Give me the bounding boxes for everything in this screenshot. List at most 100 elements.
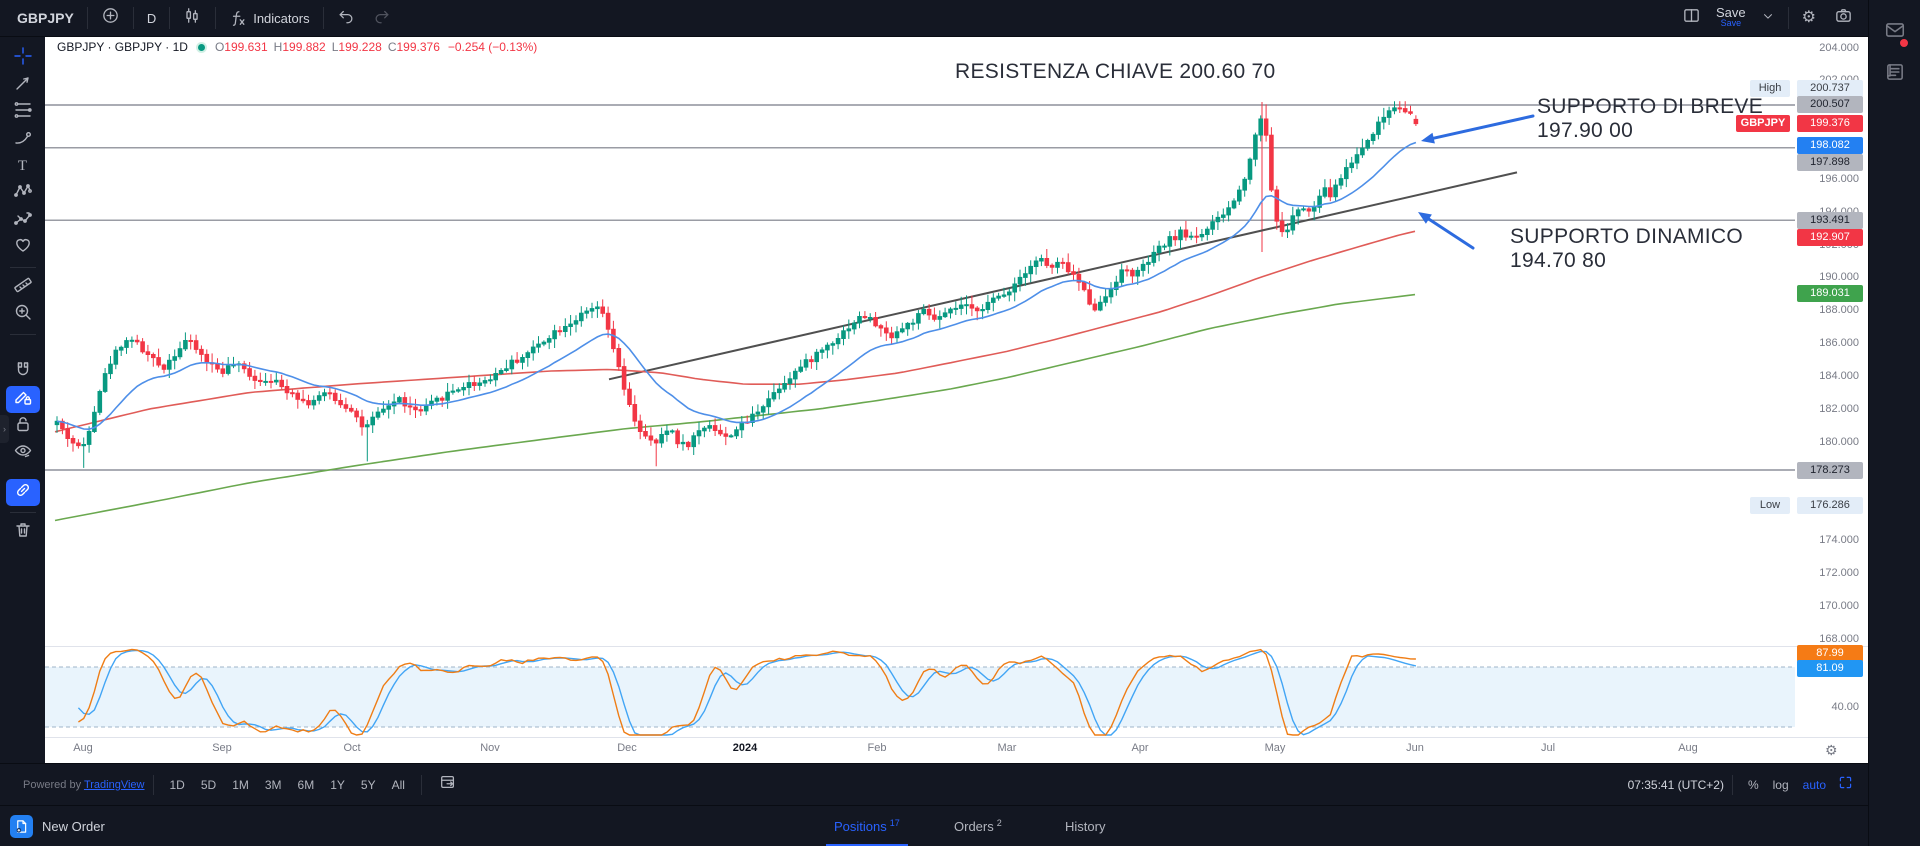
price-label: 81.09 [1797,659,1863,677]
range-button-6m[interactable]: 6M [297,777,315,792]
symbol-button[interactable]: GBPJPY [17,10,74,26]
toolbar-divider [9,512,36,513]
tab-label: Positions [834,819,887,834]
price-tick: 172.000 [1819,567,1859,579]
fib-tool-button[interactable] [6,99,40,126]
range-button-5y[interactable]: 5Y [360,777,376,792]
locked-drawing-mode-button[interactable] [5,386,40,413]
price-label: 176.286 [1797,496,1863,514]
trendline-tool-button[interactable] [6,72,40,99]
tab-label: Orders [954,819,994,834]
chart-type-button[interactable] [174,4,211,32]
annotation-support-dynamic[interactable]: SUPPORTO DINAMICO 194.70 80 [1510,225,1743,273]
magnet-tool-button[interactable] [6,359,40,386]
trendline[interactable] [608,171,1518,381]
indicators-button[interactable]: Indicators [220,4,318,32]
pattern-tool-button[interactable] [6,180,40,207]
text-tool-button[interactable]: T [6,153,40,180]
layout-button[interactable] [1673,4,1710,32]
axis-settings-icon[interactable]: ⚙ [1825,742,1838,758]
range-button-1d[interactable]: 1D [169,777,185,792]
support-resistance-lines[interactable] [45,104,1795,471]
settings-button[interactable]: ⚙ [1793,4,1825,32]
ohlc-low-label: L [331,40,339,54]
powered-by-label: Powered by [23,778,82,791]
price-label: 200.737 [1797,79,1863,97]
tradingview-link[interactable]: TradingView [83,778,145,791]
compare-button[interactable] [92,4,129,32]
price-label-prefix: High [1750,79,1790,97]
save-button[interactable]: Save Save [1710,6,1752,29]
tab-count-badge: 2 [996,817,1002,828]
new-order-icon [10,814,33,838]
range-button-5d[interactable]: 5D [200,777,217,792]
range-button-3m[interactable]: 3M [264,777,282,792]
sync-drawings-button[interactable] [5,479,40,506]
redo-button[interactable] [364,4,400,32]
tab-count-badge: 17 [889,817,900,828]
price-label: 87.99 [1797,644,1863,662]
annotation-line: SUPPORTO DINAMICO [1510,225,1744,248]
ma-mid-line[interactable] [54,230,1416,433]
chart-area[interactable]: GBPJPY · GBPJPY · 1D O199.631 H199.882 L… [45,37,1868,763]
goto-date-button[interactable] [430,771,466,799]
forecast-tool-button[interactable] [6,207,40,234]
price-chart-canvas[interactable] [45,37,1868,763]
pane-divider[interactable] [45,737,1868,738]
price-label: 198.082 [1797,136,1863,154]
toolbar-expand-handle[interactable]: › [0,415,9,443]
undo-button[interactable] [328,4,364,32]
tab-history[interactable]: History [1065,806,1105,846]
annotation-resistance[interactable]: RESISTENZA CHIAVE 200.60 70 [955,60,1276,83]
news-icon [1884,61,1906,88]
auto-scale-toggle[interactable]: auto [1802,777,1826,792]
hide-drawings-button[interactable] [6,440,40,467]
brush-icon [13,127,33,152]
news-button[interactable] [1881,60,1909,88]
lock-all-drawings-button[interactable] [6,413,40,440]
pane-divider[interactable] [45,646,1868,647]
time-label: Aug [1678,742,1698,754]
crosshair-tool-button[interactable] [6,45,40,72]
inbox-button[interactable] [1881,18,1909,48]
candles-down[interactable] [60,101,1419,467]
toolbar-divider [420,774,422,795]
stoch-k-line[interactable] [78,648,1416,736]
brush-tool-button[interactable] [6,126,40,153]
screenshot-button[interactable] [1825,4,1862,32]
percent-scale-toggle[interactable]: % [1747,777,1759,792]
interval-button[interactable]: D [146,10,157,26]
measure-tool-button[interactable] [6,274,40,301]
annotation-arrow[interactable] [1418,212,1475,250]
ohlc-low-value: 199.228 [338,40,382,54]
zoom-in-tool-button[interactable] [6,301,40,328]
price-tick: 174.000 [1819,534,1859,546]
emoji-tool-button[interactable] [6,234,40,261]
drawing-toolbar: T [0,37,45,763]
chart-legend[interactable]: GBPJPY · GBPJPY · 1D O199.631 H199.882 L… [57,40,537,54]
eye-icon [13,441,33,466]
toolbar-divider [132,7,134,29]
remove-drawings-button[interactable] [6,519,40,546]
price-label: 189.031 [1797,284,1863,302]
clock[interactable]: 07:35:41 (UTC+2) [1627,777,1724,792]
annotation-arrow[interactable] [1421,114,1535,144]
log-scale-toggle[interactable]: log [1772,777,1789,792]
fx-icon [229,9,247,27]
tab-orders[interactable]: Orders 2 [954,806,1002,846]
chevron-down-icon [1761,9,1775,28]
xabcd-pattern-icon [13,181,33,206]
save-menu-button[interactable] [1752,4,1784,32]
new-order-button[interactable]: New Order [10,814,105,838]
range-button-1y[interactable]: 1Y [330,777,345,792]
ma-fast-line[interactable] [56,141,1417,431]
range-button-all[interactable]: All [391,777,405,792]
range-button-1m[interactable]: 1M [232,777,249,792]
maximize-pane-button[interactable] [1837,774,1854,796]
candles-up[interactable] [54,101,1397,468]
notification-badge [1899,37,1909,48]
ma-slow-line[interactable] [54,293,1416,522]
time-label-year: 2024 [732,742,758,754]
annotation-support-short[interactable]: SUPPORTO DI BREVE 197.90 00 [1537,95,1763,143]
tab-positions[interactable]: Positions 17 [834,806,900,846]
